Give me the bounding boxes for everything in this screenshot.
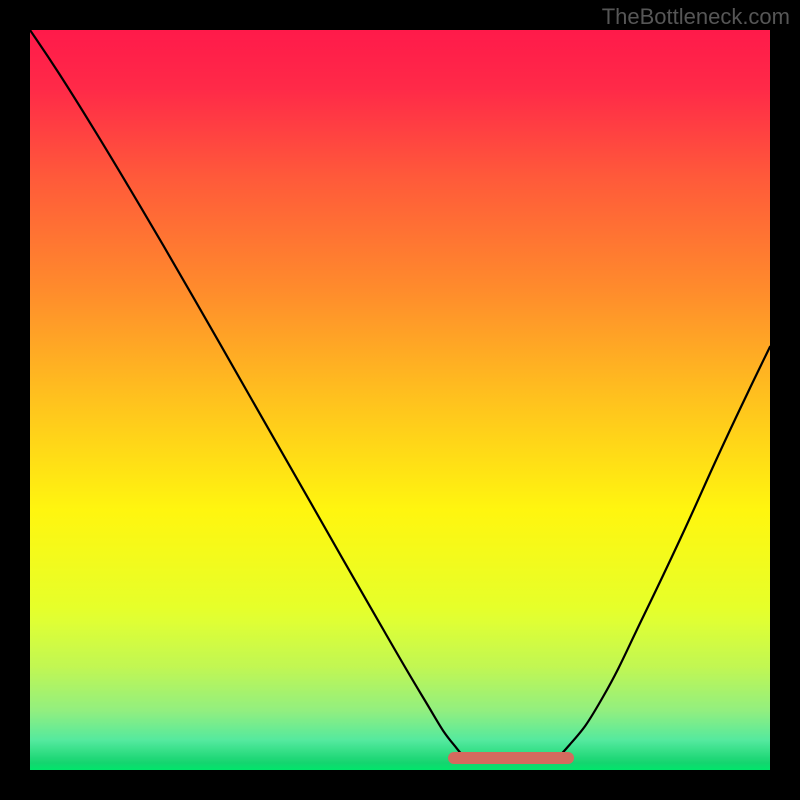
plot-svg (30, 30, 770, 770)
watermark-text: TheBottleneck.com (602, 4, 790, 30)
chart-container: TheBottleneck.com (0, 0, 800, 800)
bottom-highlight-bar (448, 752, 574, 764)
